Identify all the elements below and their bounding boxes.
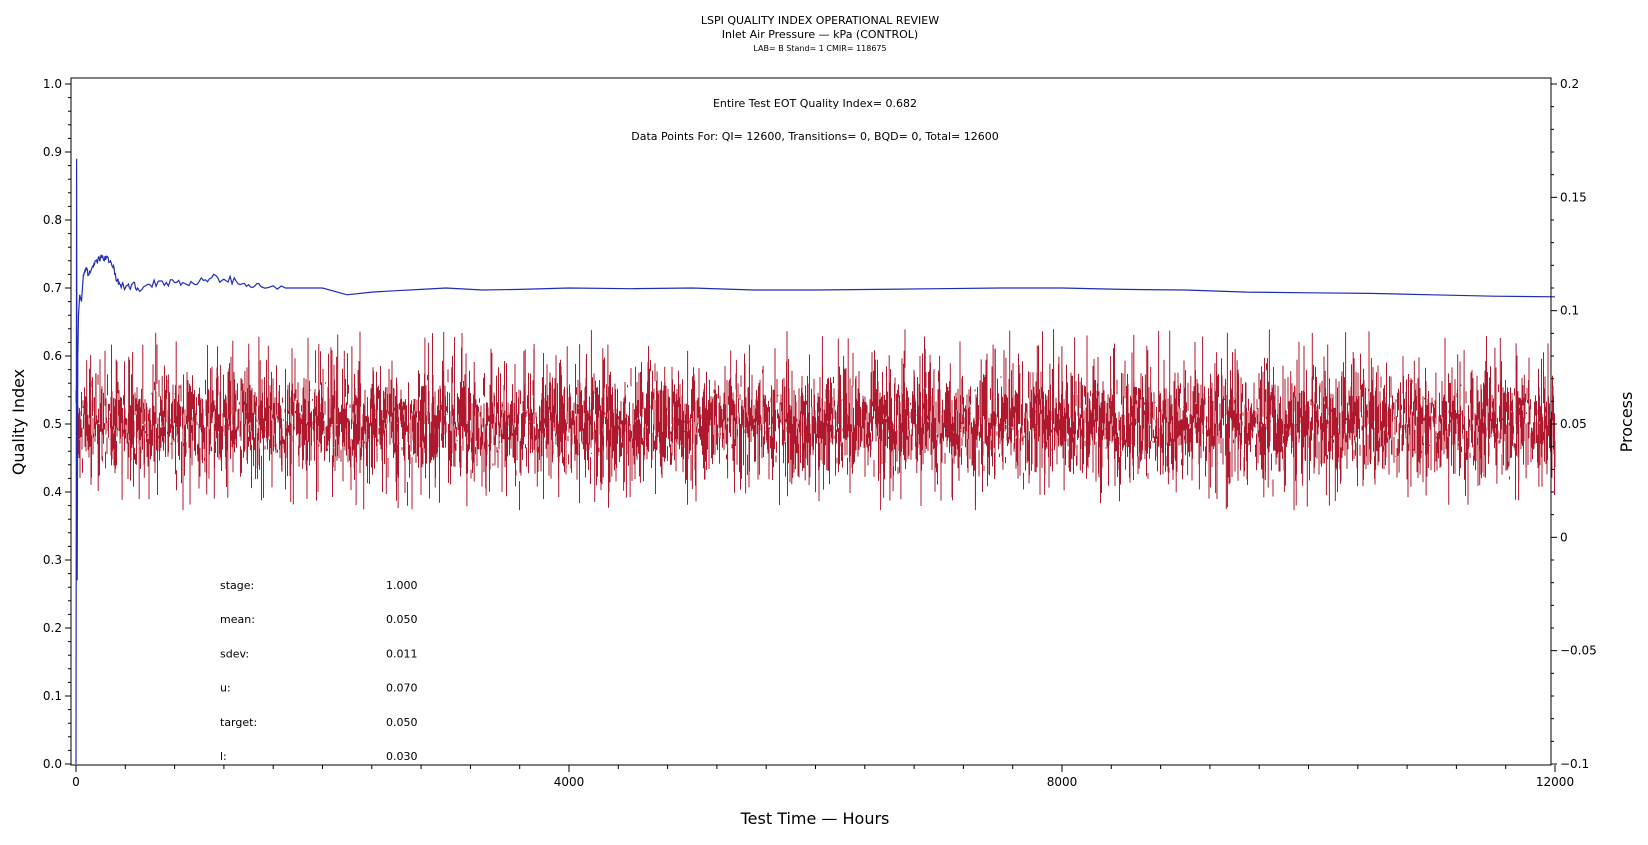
y-tick-label: 1.0 xyxy=(43,77,62,91)
y-tick-label: 0.9 xyxy=(43,145,62,159)
y2-tick-label: 0 xyxy=(1560,530,1568,544)
stat-label: stage: xyxy=(220,579,254,592)
stat-value: 0.050 xyxy=(386,613,418,626)
process-series xyxy=(75,329,1556,511)
plot-frame xyxy=(70,77,1552,766)
chart-header-subtitle: Inlet Air Pressure — kPa (CONTROL) xyxy=(722,28,918,41)
y-tick-label: 0.8 xyxy=(43,213,62,227)
stat-label: u: xyxy=(220,682,231,695)
annotation-data-points: Data Points For: QI= 12600, Transitions=… xyxy=(631,130,999,143)
bottom-axis: 0 4000 8000 12000 xyxy=(72,765,1574,789)
chart-header-ids: LAB= B Stand= 1 CMIR= 118675 xyxy=(753,44,886,53)
chart-header-title: LSPI QUALITY INDEX OPERATIONAL REVIEW xyxy=(701,14,939,27)
stat-value: 0.070 xyxy=(386,682,418,695)
left-axis: 0.0 0.1 0.2 0.3 0.4 0.5 0.6 0.7 0.8 0.9 1.0 xyxy=(43,77,71,771)
stat-label: l: xyxy=(220,750,227,763)
y-tick-label: 0.4 xyxy=(43,485,62,499)
x-tick-label: 12000 xyxy=(1536,775,1574,789)
x-tick-label: 8000 xyxy=(1047,775,1078,789)
y2-tick-label: −0.05 xyxy=(1560,644,1597,658)
y2-tick-label: 0.2 xyxy=(1560,77,1579,91)
stat-label: sdev: xyxy=(220,647,249,660)
stat-value: 0.030 xyxy=(386,750,418,763)
stat-value: 0.050 xyxy=(386,716,418,729)
y2-tick-label: 0.05 xyxy=(1560,417,1587,431)
stat-label: mean: xyxy=(220,613,255,626)
quality-index-series xyxy=(75,158,1556,765)
y2-tick-label: 0.15 xyxy=(1560,190,1587,204)
y-tick-label: 0.5 xyxy=(43,417,62,431)
y2-tick-label: 0.1 xyxy=(1560,304,1579,318)
quality-index-line xyxy=(75,158,1556,765)
stat-value: 0.011 xyxy=(386,647,418,660)
annotation-eot-quality-index: Entire Test EOT Quality Index= 0.682 xyxy=(713,97,917,110)
x-axis-title: Test Time — Hours xyxy=(740,809,890,828)
y-tick-label: 0.1 xyxy=(43,689,62,703)
x-tick-label: 0 xyxy=(72,775,80,789)
stat-value: 1.000 xyxy=(386,579,418,592)
y-tick-label: 0.6 xyxy=(43,349,62,363)
right-axis: −0.1 −0.05 0 0.05 0.1 0.15 0.2 xyxy=(1551,77,1597,771)
stat-label: target: xyxy=(220,716,257,729)
y-axis-title: Quality Index xyxy=(9,369,28,475)
stats-block: stage: 1.000 mean: 0.050 sdev: 0.011 u: 0.070 ta… xyxy=(220,579,418,763)
x-tick-label: 4000 xyxy=(554,775,585,789)
process-trace xyxy=(75,329,1556,511)
y-tick-label: 0.0 xyxy=(43,757,62,771)
y-tick-label: 0.7 xyxy=(43,281,62,295)
y2-tick-label: −0.1 xyxy=(1560,757,1589,771)
y-tick-label: 0.2 xyxy=(43,621,62,635)
y-tick-label: 0.3 xyxy=(43,553,62,567)
y2-axis-title: Process xyxy=(1617,392,1636,453)
